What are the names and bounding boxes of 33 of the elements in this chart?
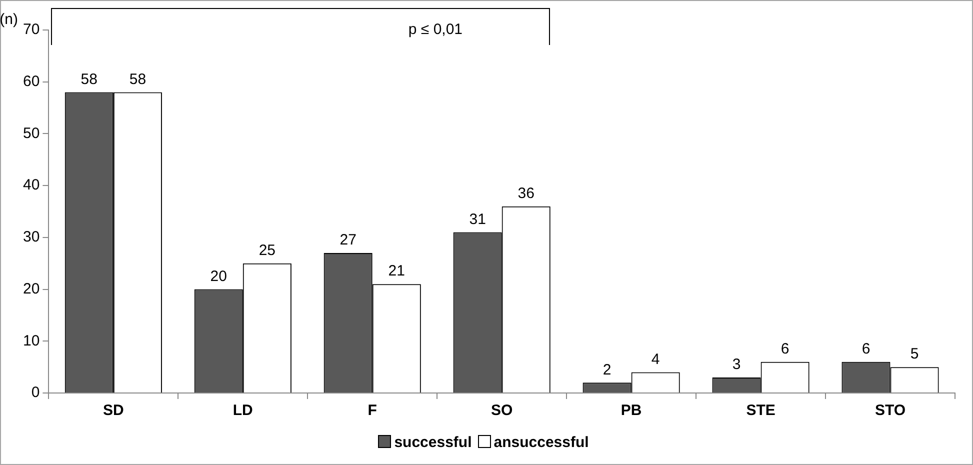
data-label: 2	[602, 361, 612, 378]
y-tick-label: 20	[22, 280, 40, 298]
x-tick-label: LD	[232, 402, 254, 420]
data-label: 58	[80, 70, 98, 88]
x-tick-label: STE	[746, 402, 776, 420]
x-tick-label: SO	[491, 402, 514, 420]
data-label: 21	[388, 262, 405, 280]
legend-label: successful	[394, 434, 472, 451]
x-tick-label: PB	[620, 402, 642, 420]
y-tick-label: 60	[22, 73, 40, 90]
data-label: 31	[469, 210, 486, 228]
y-tick-label: 10	[22, 332, 40, 350]
x-tick-label: SD	[103, 402, 124, 420]
annotation: p ≤ 0,01	[408, 21, 463, 38]
x-tick-label: STO	[874, 402, 906, 420]
data-label: 4	[651, 350, 660, 368]
data-label: 20	[210, 268, 227, 285]
y-tick-label: 50	[22, 124, 40, 142]
data-label: 25	[258, 242, 276, 259]
data-label: 6	[862, 340, 870, 358]
data-label: 58	[129, 70, 146, 88]
x-tick-label: F	[368, 402, 377, 420]
data-label: 36	[518, 184, 534, 202]
text: ansuccessful	[494, 434, 589, 451]
y-tick-label: 0	[31, 384, 40, 402]
data-label: 5	[910, 346, 919, 363]
y-tick-label: 30	[22, 228, 40, 246]
data-label: 6	[780, 340, 790, 358]
y-tick-label: 40	[22, 176, 40, 194]
y-axis-title: (n)	[0, 11, 18, 28]
data-label: 3	[732, 356, 741, 374]
data-label: 27	[340, 232, 356, 249]
y-tick-label: 70	[22, 21, 40, 38]
